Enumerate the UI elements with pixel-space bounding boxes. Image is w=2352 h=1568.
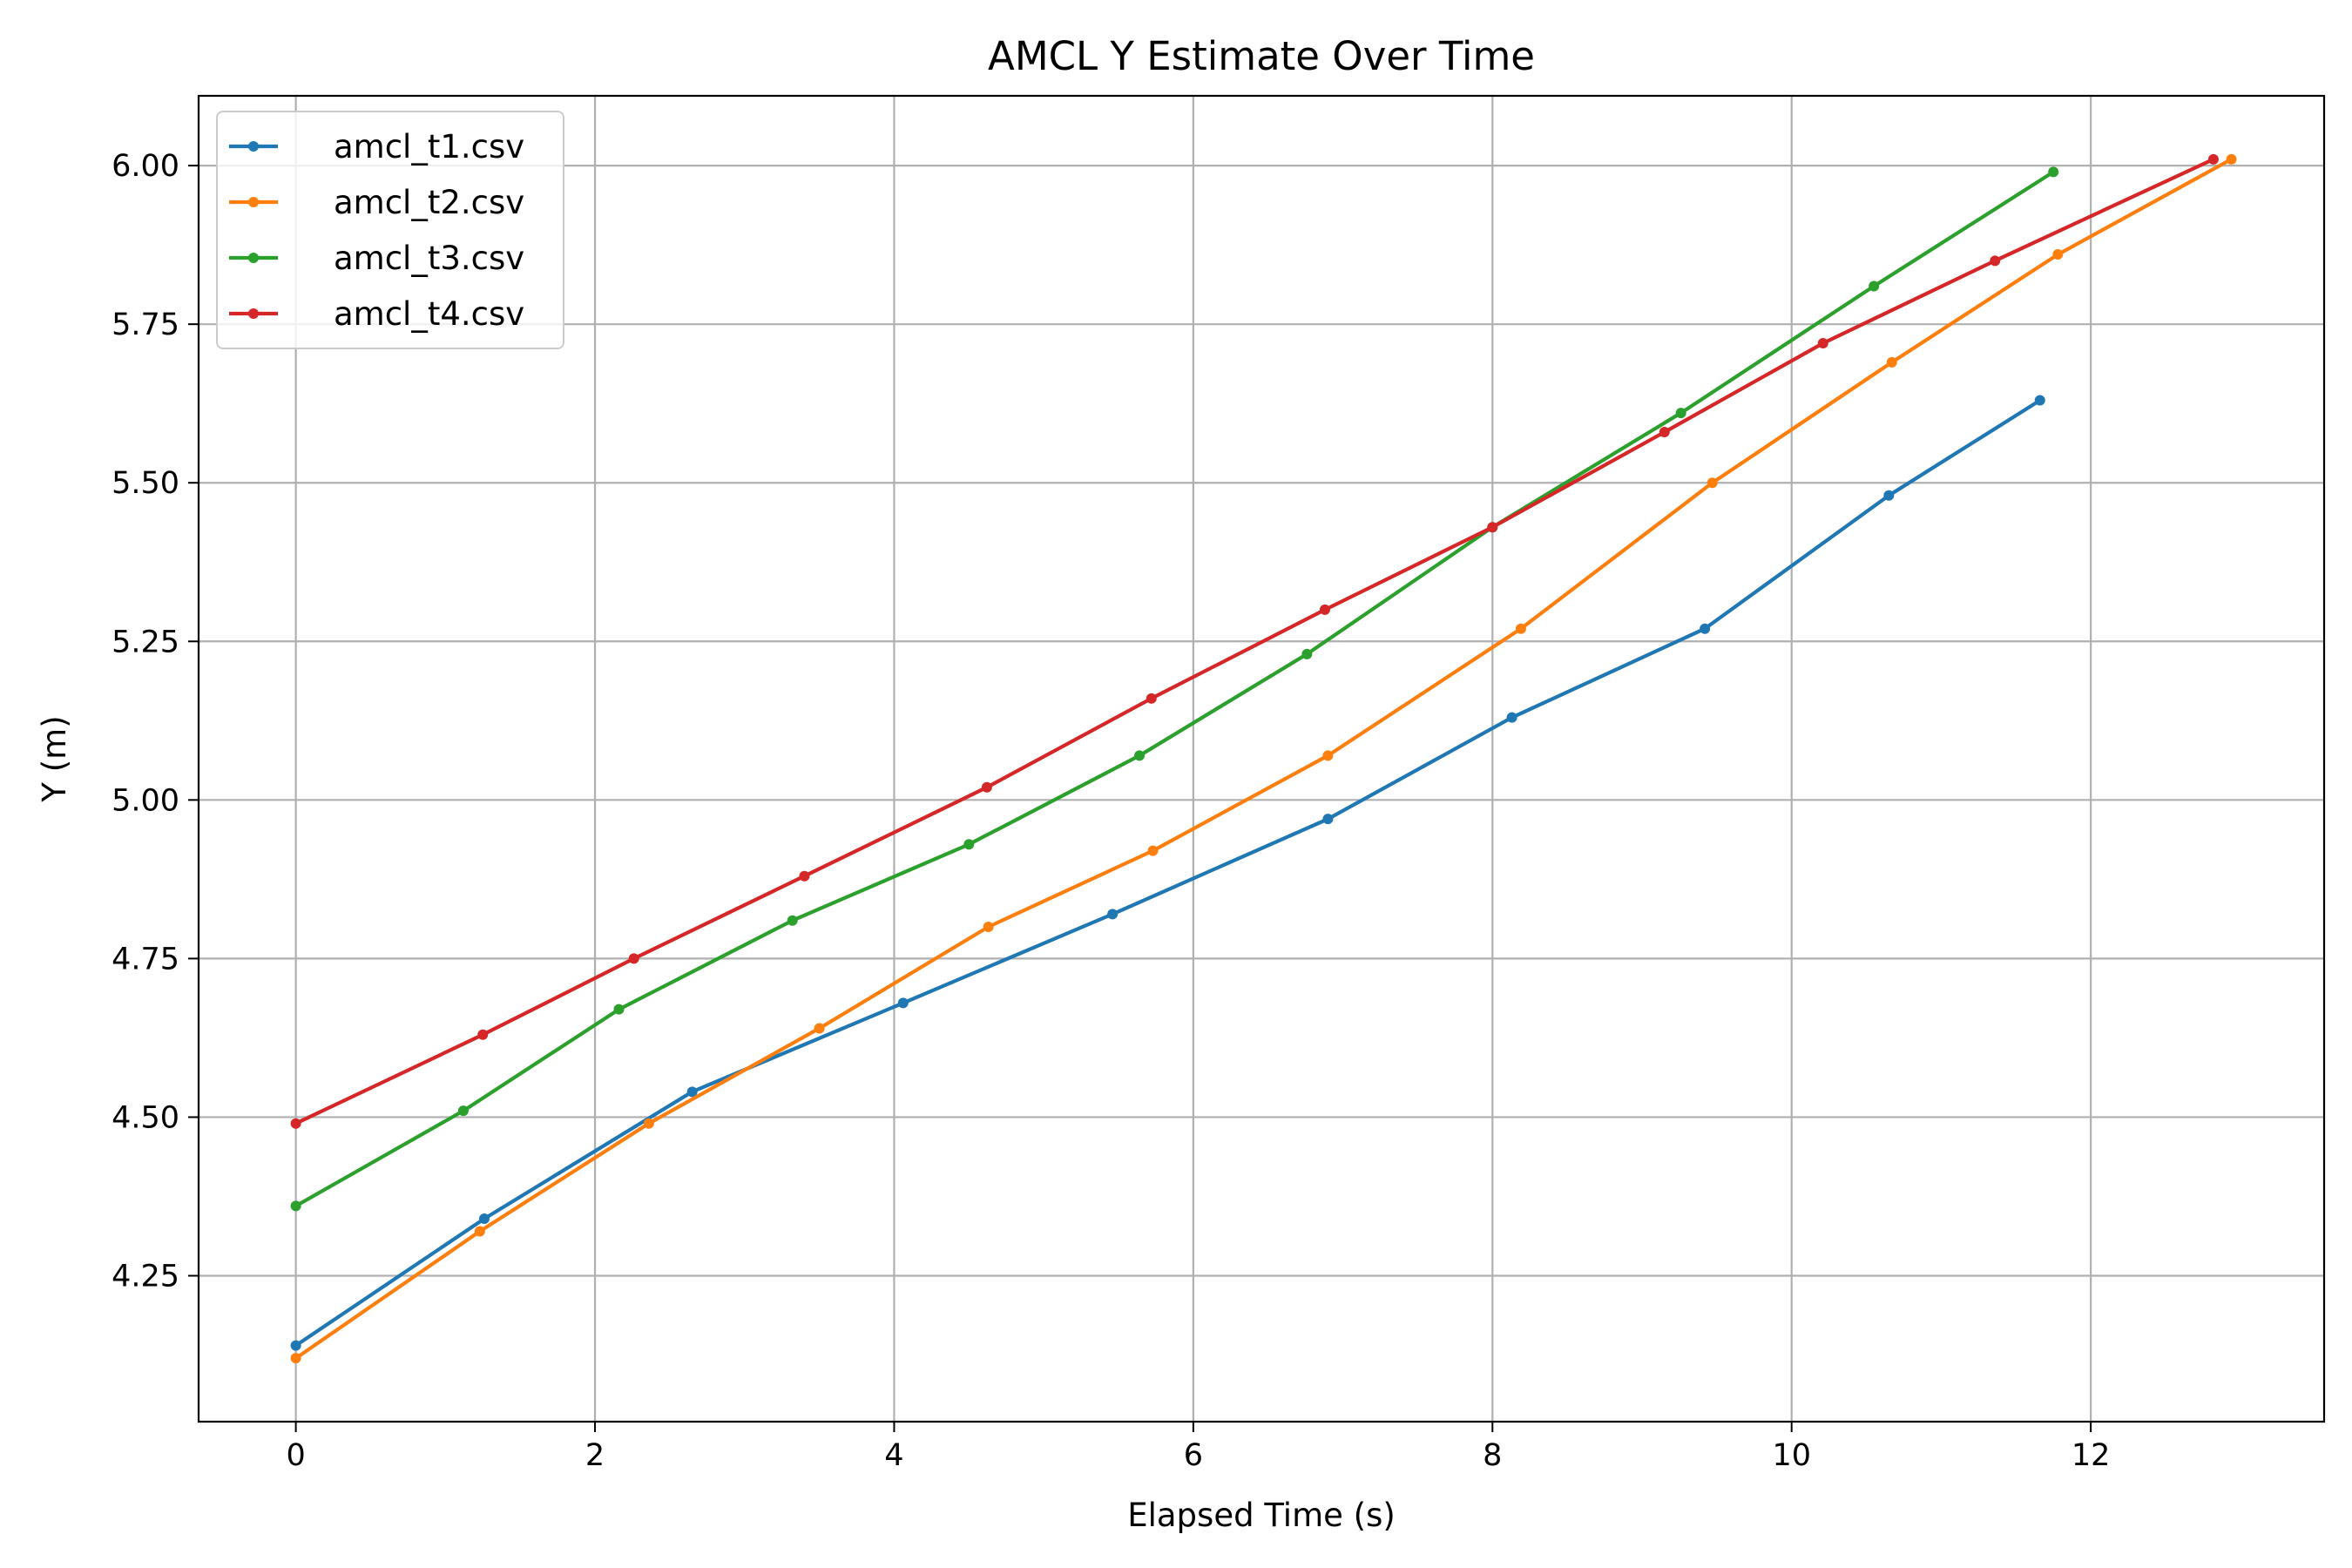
legend-entry: amcl_t3.csv xyxy=(229,240,524,277)
data-point xyxy=(1322,750,1334,761)
data-point xyxy=(981,781,992,793)
legend-marker xyxy=(248,197,259,207)
series-amcl-t2-csv xyxy=(290,153,2237,1364)
x-tick-label: 10 xyxy=(1772,1438,1811,1473)
legend-marker xyxy=(248,308,259,319)
data-point xyxy=(787,915,798,926)
data-point xyxy=(1659,426,1670,437)
data-point xyxy=(290,1200,301,1212)
data-point xyxy=(814,1023,825,1034)
chart-title: AMCL Y Estimate Over Time xyxy=(988,33,1535,79)
data-point xyxy=(1319,604,1330,615)
legend-box xyxy=(216,111,564,349)
data-point xyxy=(963,839,975,850)
x-axis-label: Elapsed Time (s) xyxy=(1127,1497,1396,1534)
data-point xyxy=(1487,522,1498,533)
data-point xyxy=(1883,490,1895,501)
data-point xyxy=(1147,845,1159,856)
data-point xyxy=(2052,249,2064,260)
data-point xyxy=(2048,166,2059,178)
series-line xyxy=(293,157,2216,1126)
data-point xyxy=(474,1226,485,1237)
data-point xyxy=(799,870,810,882)
series-amcl-t1-csv xyxy=(290,395,2045,1351)
data-point xyxy=(2207,153,2219,165)
x-tick-label: 12 xyxy=(2072,1438,2111,1473)
legend-marker xyxy=(248,141,259,152)
data-point xyxy=(1707,477,1718,489)
series-line xyxy=(293,156,2234,1362)
data-point xyxy=(477,1029,489,1040)
legend-label: amcl_t1.csv xyxy=(334,128,524,166)
legend-label: amcl_t3.csv xyxy=(334,240,524,277)
legend-entry: amcl_t1.csv xyxy=(229,128,524,166)
x-tick-label: 6 xyxy=(1184,1438,1203,1473)
y-tick-label: 5.75 xyxy=(112,308,179,342)
y-tick-label: 5.00 xyxy=(112,783,179,818)
x-tick-label: 8 xyxy=(1483,1438,1502,1473)
y-tick-label: 5.50 xyxy=(112,466,179,501)
data-point xyxy=(897,997,909,1009)
y-tick-label: 6.00 xyxy=(112,149,179,184)
data-point xyxy=(1700,623,1711,634)
data-point xyxy=(1146,693,1157,704)
y-tick-label: 4.25 xyxy=(112,1260,179,1294)
data-point xyxy=(1515,623,1526,634)
legend-label: amcl_t2.csv xyxy=(334,184,524,221)
data-point xyxy=(1134,750,1146,761)
x-tick-label: 4 xyxy=(884,1438,903,1473)
series-layer xyxy=(290,153,2237,1364)
data-point xyxy=(2226,153,2237,165)
data-point xyxy=(983,921,994,932)
data-point xyxy=(1301,648,1313,659)
data-point xyxy=(290,1353,301,1364)
data-point xyxy=(478,1213,490,1224)
data-point xyxy=(1817,338,1828,349)
x-tick-label: 0 xyxy=(286,1438,305,1473)
data-point xyxy=(1322,814,1334,825)
data-point xyxy=(1675,408,1686,419)
series-line xyxy=(293,397,2043,1348)
y-tick-label: 5.25 xyxy=(112,625,179,659)
data-point xyxy=(1506,712,1517,723)
legend-entry: amcl_t4.csv xyxy=(229,295,524,333)
data-point xyxy=(457,1105,469,1117)
legend-marker xyxy=(248,253,259,263)
data-point xyxy=(2034,395,2045,406)
data-point xyxy=(628,953,639,964)
legend: amcl_t1.csv amcl_t2.csv amcl_t3.csv amcl_t4… xyxy=(216,111,564,349)
data-point xyxy=(1886,356,1897,368)
y-tick-label: 4.50 xyxy=(112,1100,179,1135)
y-axis-label: Y (m) xyxy=(36,715,73,802)
data-point xyxy=(290,1340,301,1351)
axis-ticks: 0 2 4 6 8 10 12 4.25 4.50 4.75 5.00 5.25 5.50 5.75 6.0… xyxy=(112,149,2110,1473)
series-amcl-t4-csv xyxy=(290,153,2219,1129)
data-point xyxy=(686,1086,698,1098)
data-point xyxy=(290,1118,301,1129)
legend-entry: amcl_t2.csv xyxy=(229,184,524,221)
grid-lines xyxy=(199,96,2324,1422)
data-point xyxy=(1990,255,2001,267)
x-tick-label: 2 xyxy=(585,1438,605,1473)
data-point xyxy=(1107,909,1119,920)
data-point xyxy=(613,1004,625,1015)
plot-frame xyxy=(197,94,2326,1423)
data-point xyxy=(1869,280,1880,292)
data-point xyxy=(643,1118,654,1129)
y-tick-label: 4.75 xyxy=(112,942,179,977)
legend-label: amcl_t4.csv xyxy=(334,295,524,333)
